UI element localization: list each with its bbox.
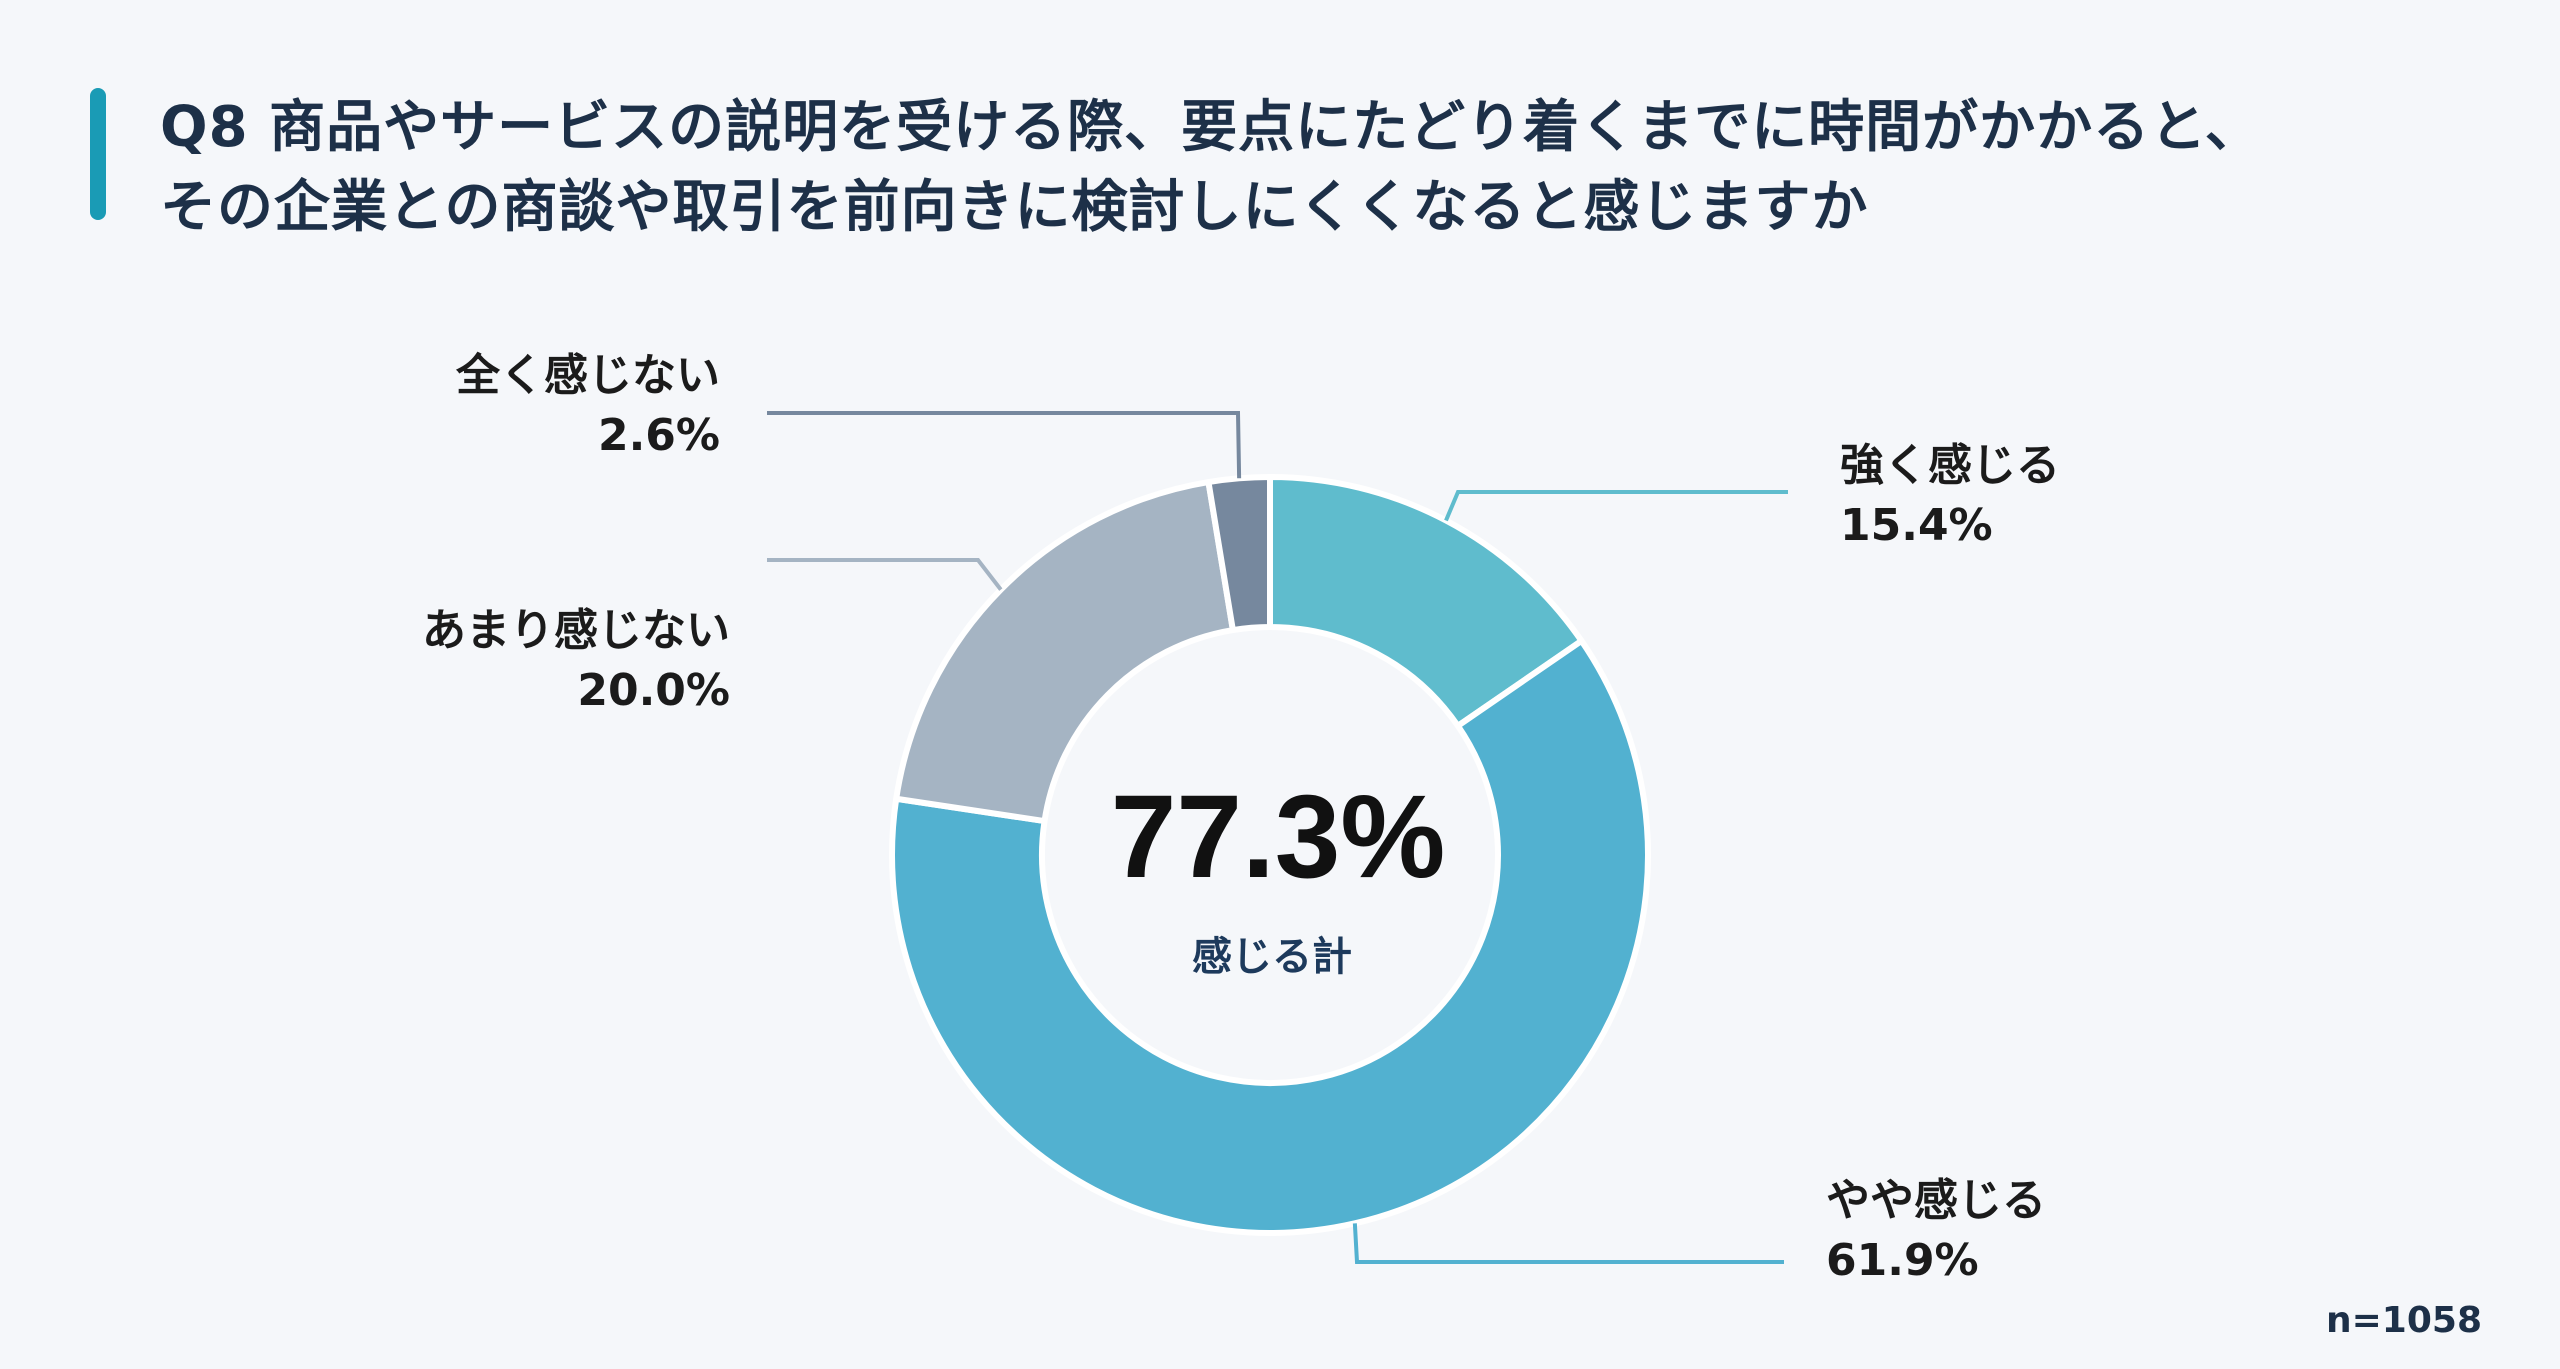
slice-value-not-much: 20.0% xyxy=(577,665,730,716)
donut-slices xyxy=(889,474,1651,1236)
slice-not-at-all xyxy=(1205,474,1273,634)
sample-size: n=1058 xyxy=(2326,1300,2482,1341)
leader-line-not-at-all xyxy=(767,411,1242,479)
chart-title-line-1: Q8 商品やサービスの説明を受ける際、要点にたどり着くまでに時間がかかると、 xyxy=(160,95,2262,160)
slice-label-not-much: あまり感じない xyxy=(422,605,730,656)
leader-line-strongly xyxy=(1444,490,1788,522)
slice-value-not-at-all: 2.6% xyxy=(598,410,720,461)
chart-title: Q8 商品やサービスの説明を受ける際、要点にたどり着くまでに時間がかかると、 そ… xyxy=(160,88,2460,248)
slice-labels: 強く感じる 15.4% やや感じる 61.9% あまり感じない 20.0% 全く感じない 2.… xyxy=(422,350,2060,1286)
slice-value-strongly: 15.4% xyxy=(1840,500,1993,551)
slice-label-strongly: 強く感じる xyxy=(1840,440,2060,491)
slice-value-somewhat: 61.9% xyxy=(1826,1235,1979,1286)
slice-strongly xyxy=(1267,474,1585,729)
chart-title-line-2: その企業との商談や取引を前向きに検討しにくくなると感じますか xyxy=(160,175,1869,240)
title-accent-bar xyxy=(90,88,106,220)
slice-somewhat xyxy=(889,637,1651,1236)
center-total-value: 77.3% xyxy=(1111,771,1446,903)
leader-line-somewhat xyxy=(1352,1223,1784,1264)
slice-not-much xyxy=(893,479,1236,825)
leader-lines xyxy=(767,411,1788,1264)
slice-label-not-at-all: 全く感じない xyxy=(455,350,720,401)
leader-line-not-much xyxy=(767,558,1003,591)
center-total-label: 感じる計 xyxy=(1192,934,1352,980)
slice-label-somewhat: やや感じる xyxy=(1826,1175,2046,1226)
